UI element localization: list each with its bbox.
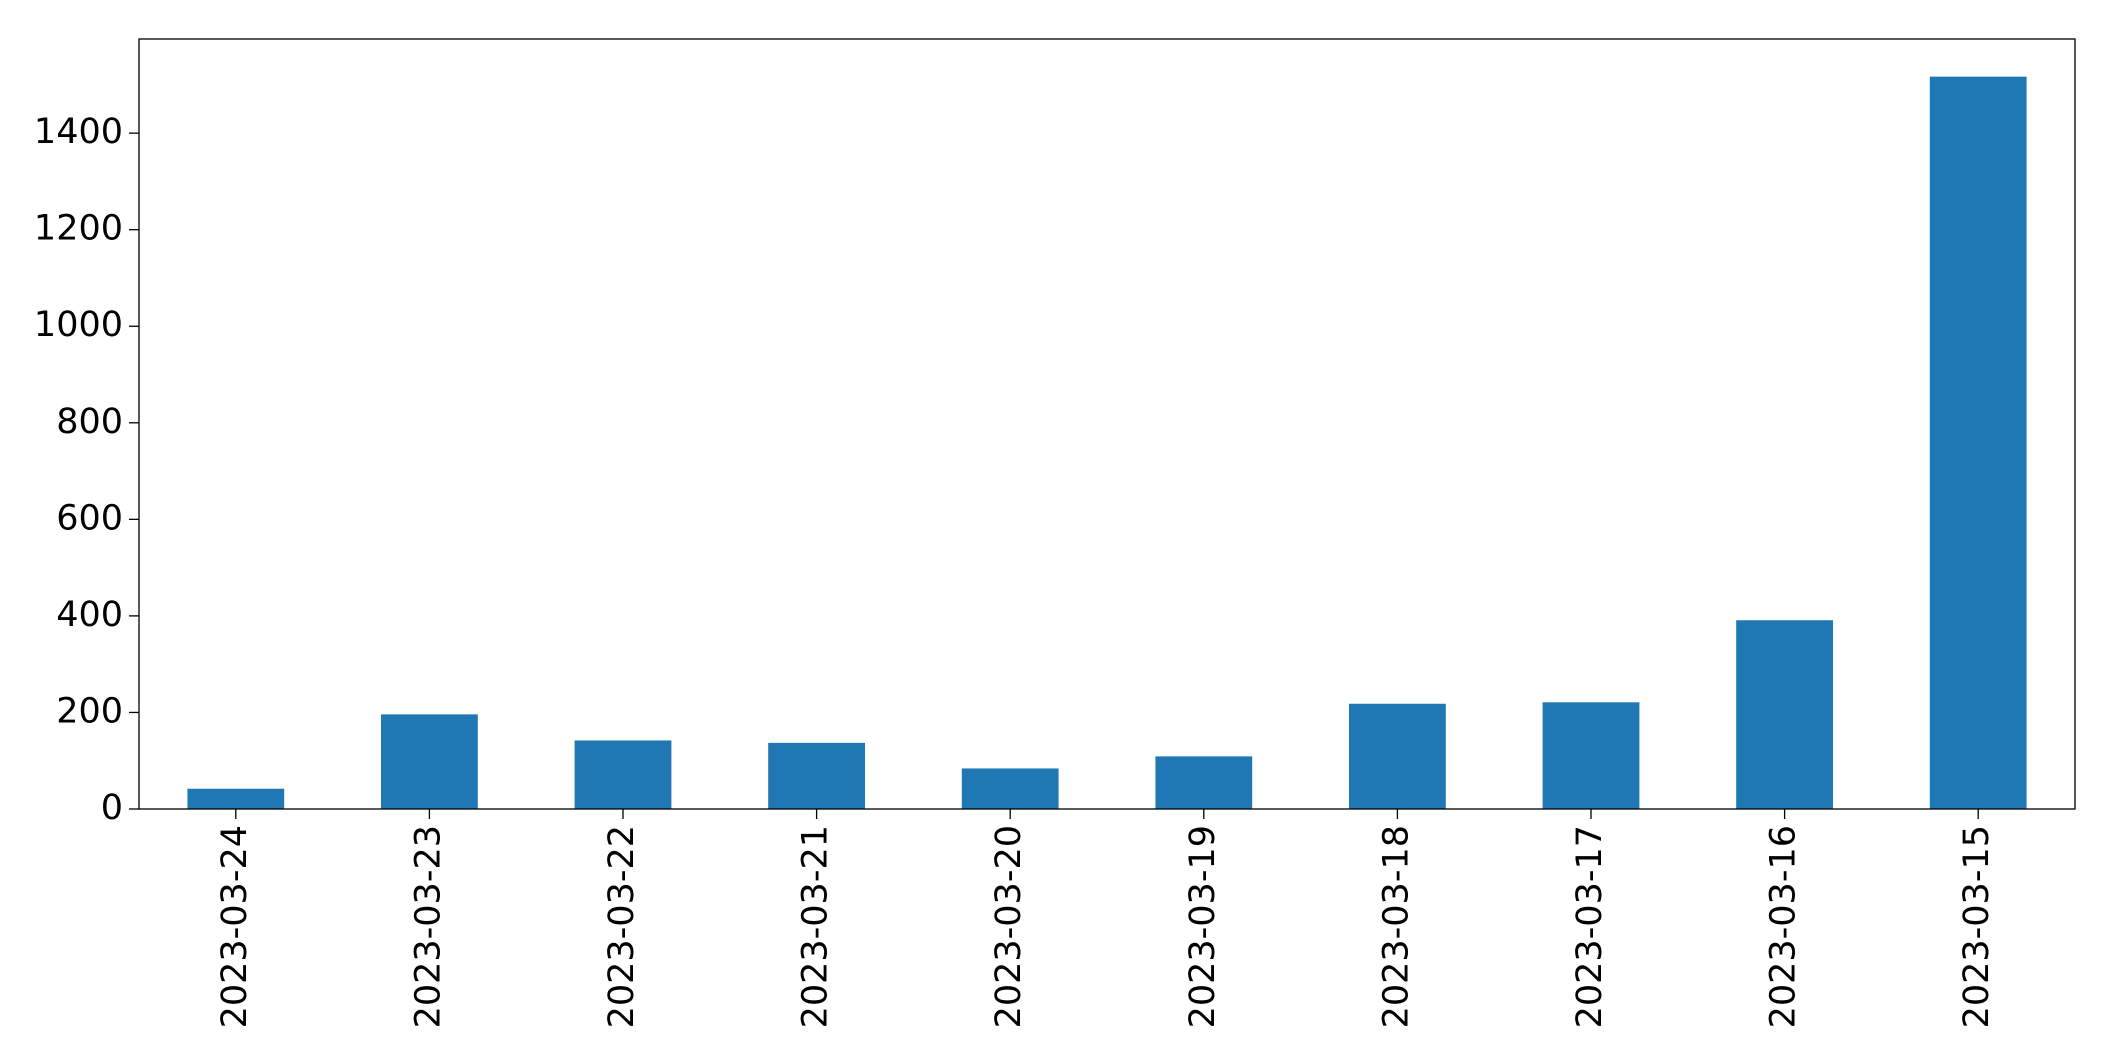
bar <box>1542 702 1640 809</box>
x-tick-label: 2023-03-15 <box>1957 825 1997 1028</box>
x-tick-label: 2023-03-23 <box>408 825 448 1028</box>
bar <box>187 788 285 809</box>
x-tick-label: 2023-03-18 <box>1376 825 1416 1028</box>
bar <box>574 740 672 809</box>
y-tick-label: 0 <box>101 788 123 828</box>
plot-frame <box>138 38 2076 810</box>
y-tick-label: 200 <box>56 691 123 731</box>
y-tick-label: 800 <box>56 402 123 442</box>
y-tick-label: 1400 <box>34 112 123 152</box>
x-tick-label: 2023-03-19 <box>1183 825 1223 1028</box>
y-tick-label: 600 <box>56 498 123 538</box>
bar <box>381 714 478 809</box>
bar <box>768 742 865 809</box>
x-tick-label: 2023-03-16 <box>1764 825 1804 1028</box>
y-tick-label: 1000 <box>34 305 123 345</box>
bar <box>961 768 1059 809</box>
bar <box>1736 620 1833 809</box>
x-tick-label: 2023-03-20 <box>989 825 1029 1028</box>
y-tick-label: 400 <box>56 595 123 635</box>
x-tick-label: 2023-03-21 <box>796 825 836 1028</box>
x-tick-label: 2023-03-17 <box>1570 825 1610 1028</box>
x-tick-label: 2023-03-22 <box>602 825 642 1028</box>
x-tick-label: 2023-03-24 <box>215 825 255 1028</box>
bar <box>1155 756 1253 809</box>
bar <box>1929 76 2027 810</box>
bar <box>1349 703 1446 809</box>
y-tick-label: 1200 <box>34 209 123 249</box>
